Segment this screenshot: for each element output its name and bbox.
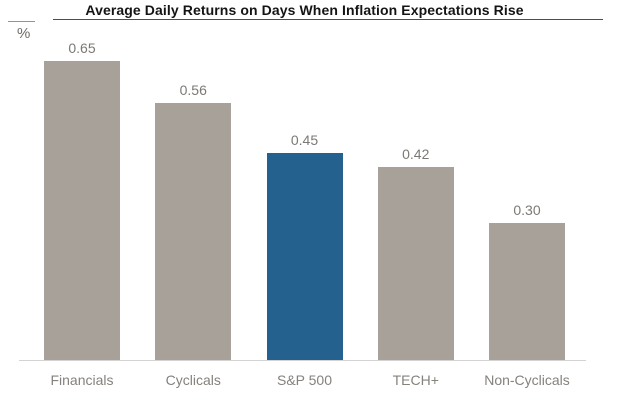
bar-category-label: Financials [50, 372, 114, 388]
bar-value-label: 0.30 [513, 202, 541, 218]
bar-value-label: 0.65 [68, 40, 96, 56]
bar [377, 167, 454, 361]
bar-group: 0.42 TECH+ [377, 0, 454, 388]
y-axis-unit-dash [8, 21, 35, 22]
chart-title: Average Daily Returns on Days When Infla… [85, 2, 524, 18]
bar-value-label: 0.45 [290, 132, 319, 148]
y-axis-unit-label: % [17, 25, 31, 42]
bar-group: 0.65 Financials [44, 0, 120, 388]
bar-group: 0.30 Non-Cyclicals [484, 0, 570, 388]
bar [489, 223, 565, 361]
bar [266, 153, 343, 361]
bar-group: 0.45 S&P 500 [266, 0, 343, 388]
bar-value-label: 0.56 [179, 82, 207, 98]
bars: 0.65 Financials 0.56 Cyclicals 0.45 S&P … [44, 0, 570, 388]
bar-category-label: TECH+ [392, 372, 439, 388]
bar-category-label: S&P 500 [276, 372, 333, 388]
title-underline [53, 19, 603, 20]
bar [155, 103, 232, 361]
bar-value-label: 0.42 [402, 146, 430, 162]
x-axis-line [19, 360, 586, 361]
bar [44, 61, 120, 361]
bar-category-label: Non-Cyclicals [484, 372, 570, 388]
bar-group: 0.56 Cyclicals [155, 0, 232, 388]
bar-category-label: Cyclicals [165, 372, 221, 388]
